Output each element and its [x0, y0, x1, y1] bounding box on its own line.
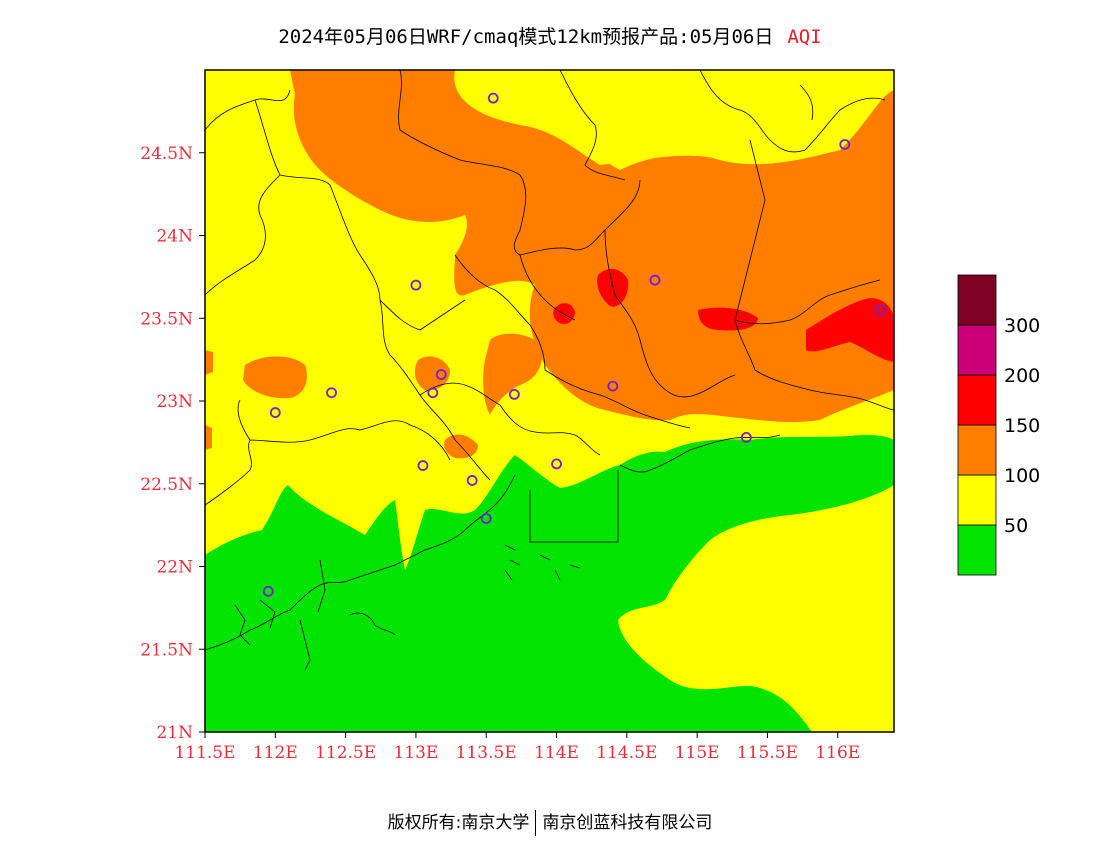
station-marker	[417, 460, 429, 471]
legend-label: 300	[1004, 315, 1040, 337]
station-marker	[427, 387, 439, 399]
station-marker	[874, 304, 886, 316]
x-tick-label: 111.5E	[174, 743, 235, 763]
legend-swatch	[957, 524, 997, 576]
footer-separator	[535, 810, 537, 836]
legend-swatch	[957, 474, 997, 526]
station-marker	[435, 369, 447, 380]
legend-label: 200	[1004, 365, 1040, 387]
aqi-field-orange-edge2	[205, 425, 212, 450]
y-tick-label: 24N	[156, 227, 193, 247]
x-tick-label: 115E	[675, 743, 720, 763]
station-marker	[508, 388, 520, 400]
station-marker	[326, 387, 337, 399]
legend-label: 100	[1004, 465, 1040, 487]
monitoring-stations	[262, 92, 886, 597]
station-marker	[410, 279, 422, 291]
aqi-field-orange-northeast	[290, 70, 894, 423]
legend-label: 150	[1004, 415, 1040, 437]
footer-left: 版权所有:南京大学	[387, 813, 530, 833]
y-tick-label: 22N	[156, 558, 193, 578]
legend-label: 50	[1004, 515, 1028, 537]
station-marker	[649, 274, 661, 286]
x-tick-label: 113E	[393, 743, 438, 763]
x-tick-label: 112E	[253, 743, 298, 763]
station-marker	[262, 585, 274, 597]
aqi-field-red-4	[806, 298, 894, 362]
aqi-field-red-3	[698, 307, 758, 331]
copyright-footer: 版权所有:南京大学 南京创蓝科技有限公司	[0, 808, 1100, 836]
station-marker	[740, 432, 752, 443]
station-marker	[269, 407, 281, 418]
y-axis-ticks: 21N 21.5N 22N 22.5N 23N 23.5N 24N 24.5N	[140, 144, 205, 743]
aqi-field-orange-foshan	[414, 356, 450, 391]
legend-swatch	[957, 424, 997, 476]
aqi-color-legend: 50 100 150 200 300	[957, 274, 1040, 576]
legend-swatch	[957, 274, 997, 326]
y-tick-label: 21.5N	[140, 640, 193, 660]
boundary-lines	[205, 70, 894, 671]
aqi-field-orange-west	[243, 356, 307, 399]
station-marker	[551, 458, 562, 470]
legend-swatch	[957, 374, 997, 426]
title-variable: AQI	[787, 26, 822, 48]
aqi-field-orange-central	[483, 333, 542, 415]
x-axis-ticks: 111.5E 112E 112.5E 113E 113.5E 114E 114.5E 115E…	[174, 732, 860, 763]
x-tick-label: 113.5E	[456, 743, 517, 763]
footer-right: 南京创蓝科技有限公司	[542, 813, 713, 833]
y-tick-label: 22.5N	[140, 475, 193, 495]
map-title: 2024年05月06日WRF/cmaq模式12km预报产品:05月06日 AQI	[0, 22, 1100, 49]
y-tick-label: 23N	[156, 392, 193, 412]
x-tick-label: 112.5E	[315, 743, 376, 763]
x-tick-label: 114E	[534, 743, 579, 763]
station-marker	[607, 380, 619, 392]
legend-swatch	[957, 324, 997, 376]
aqi-field-green	[205, 435, 894, 732]
y-tick-label: 24.5N	[140, 144, 193, 164]
aqi-field	[205, 70, 894, 732]
x-tick-label: 115.5E	[737, 743, 798, 763]
station-marker	[466, 475, 478, 486]
aqi-field-red-1	[597, 268, 629, 307]
aqi-field-yellow-north	[460, 70, 894, 170]
y-tick-label: 23.5N	[140, 309, 193, 329]
station-marker	[487, 92, 499, 104]
station-marker	[839, 139, 851, 150]
aqi-field-orange-edge	[205, 350, 213, 375]
x-tick-label: 114.5E	[596, 743, 657, 763]
station-marker	[480, 513, 492, 524]
x-tick-label: 116E	[815, 743, 860, 763]
aqi-field-red-2	[553, 303, 575, 324]
y-tick-label: 21N	[156, 723, 193, 743]
title-main: 2024年05月06日WRF/cmaq模式12km预报产品:05月06日	[278, 26, 774, 48]
